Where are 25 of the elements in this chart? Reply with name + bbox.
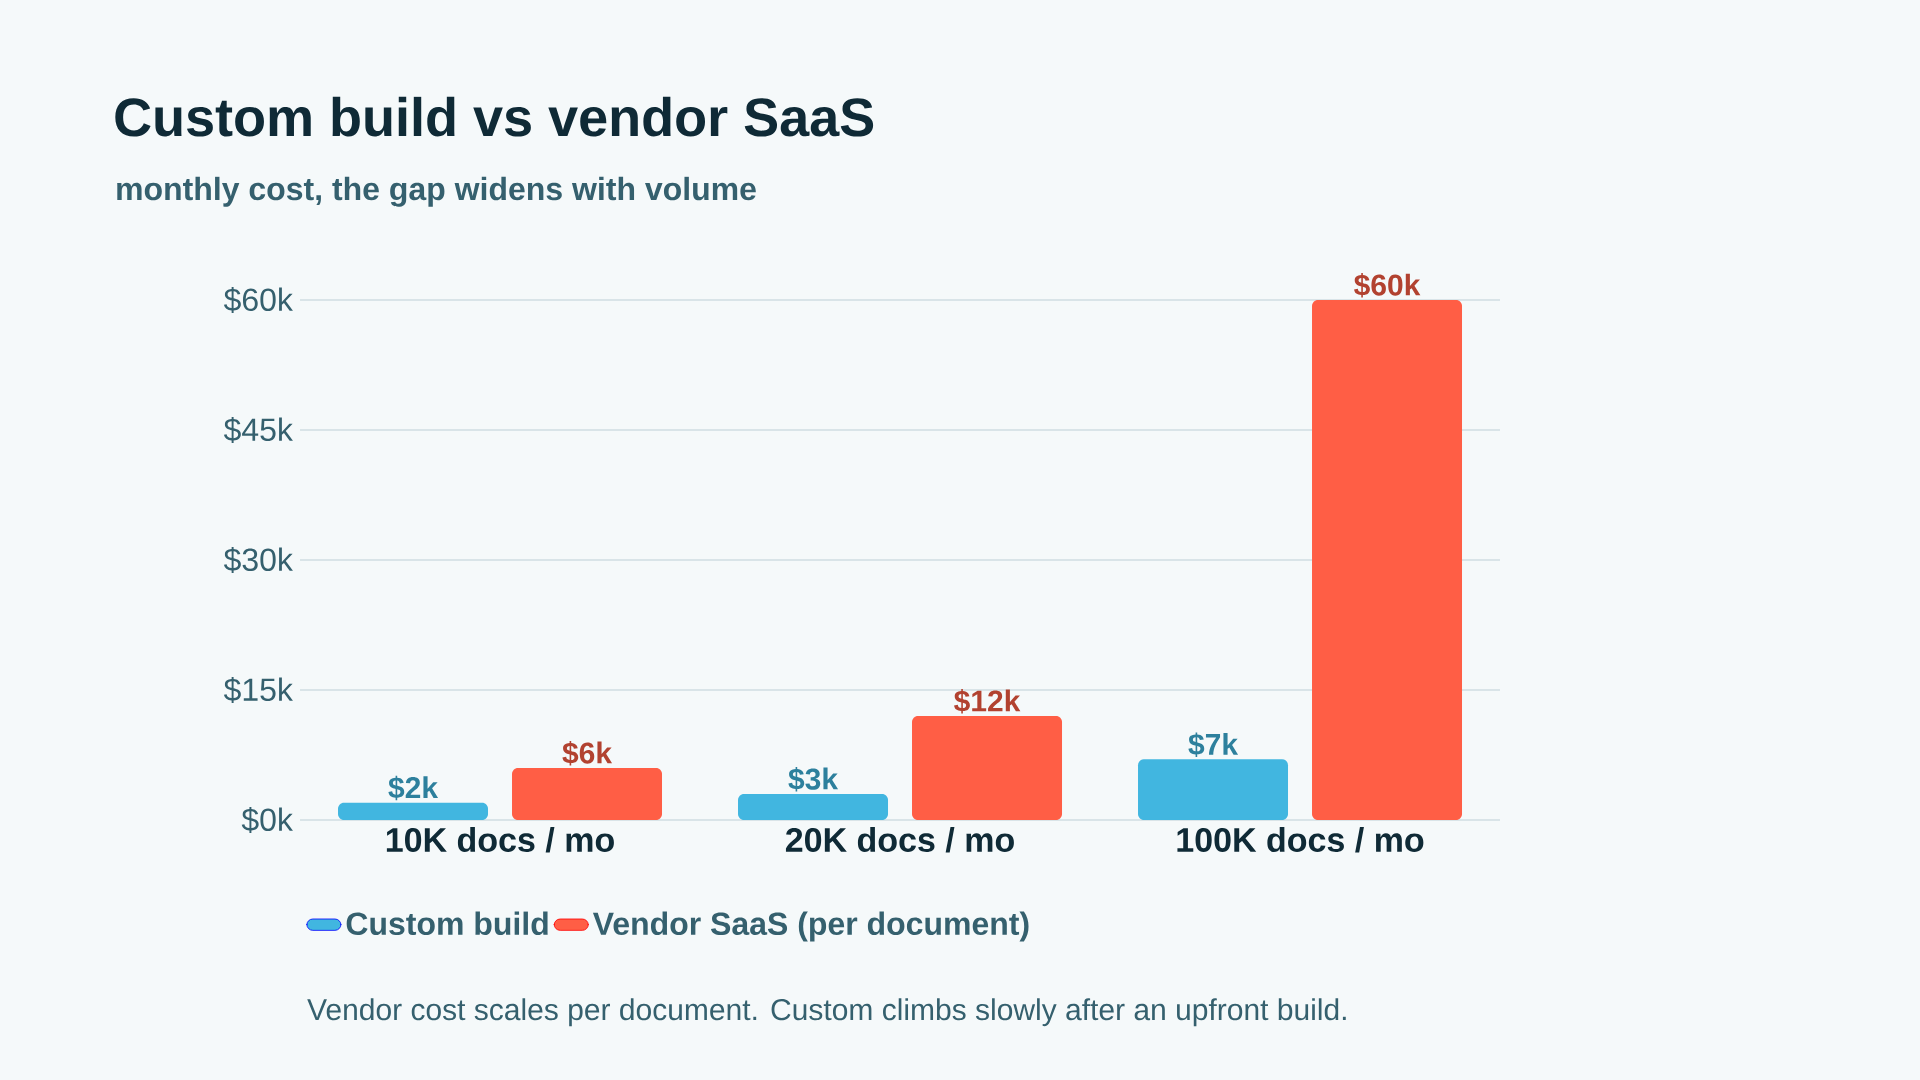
bar — [512, 767, 663, 820]
chart-subtitle: monthly cost, the gap widens with volume — [117, 176, 756, 207]
x-tick-label: 100K docs / mo — [1177, 827, 1424, 853]
data-label: $6k — [562, 741, 613, 766]
bar — [1138, 759, 1289, 820]
y-tick-label: $30k — [223, 547, 293, 573]
data-label: $7k — [1188, 732, 1239, 757]
y-tick-label: $0k — [241, 807, 293, 833]
bar — [912, 715, 1063, 820]
legend-label: Custom build — [346, 911, 548, 936]
data-label: $12k — [954, 689, 1021, 714]
x-tick-label: 20K docs / mo — [785, 827, 1014, 853]
bar — [338, 802, 489, 820]
text: Vendor cost scales per document. Custom climbs slowly after an upfront build. — [307, 998, 1346, 1027]
bar — [738, 793, 889, 820]
x-tick-label: 10K docs / mo — [386, 827, 614, 853]
y-tick-label: $60k — [223, 287, 293, 313]
y-tick-label: $15k — [223, 677, 293, 703]
chart-title: Custom build vs vendor SaaS — [115, 96, 874, 137]
data-label: $2k — [388, 775, 439, 801]
y-tick-label: $45k — [223, 417, 293, 443]
data-label: $3k — [788, 767, 839, 792]
bar — [1312, 300, 1463, 820]
data-label: $60k — [1354, 273, 1421, 298]
legend-label: Vendor SaaS (per document) — [592, 911, 1029, 942]
